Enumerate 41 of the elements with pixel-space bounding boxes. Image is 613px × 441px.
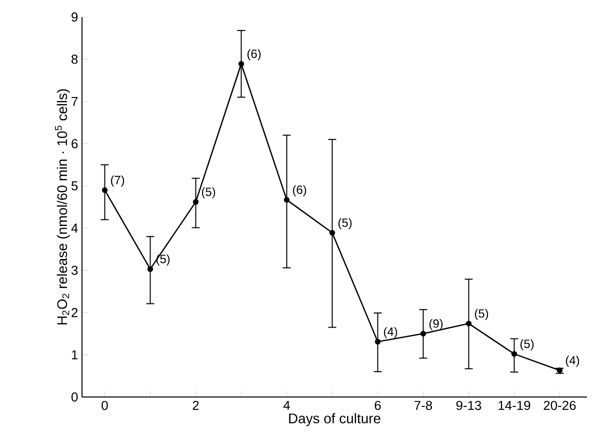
y-tick-label: 8	[72, 54, 78, 64]
y-tick-label: 2	[72, 308, 78, 318]
point	[329, 230, 336, 236]
x-tick-label: 4	[283, 400, 290, 410]
x-tick-label: 0	[102, 400, 108, 410]
annotation: (5)	[202, 187, 216, 198]
point	[466, 320, 472, 326]
annotation: (5)	[474, 308, 488, 320]
annotation: (5)	[338, 218, 352, 230]
annotation: (9)	[429, 319, 443, 330]
annotation: (7)	[110, 175, 124, 187]
annotation: (4)	[384, 327, 398, 338]
x-axis-title: Days of culture	[289, 413, 380, 426]
x-tick-label: 14-19	[498, 400, 530, 410]
point	[511, 351, 518, 357]
annotation: (6)	[292, 185, 306, 196]
y-axis-title: H$_{2}$O$_{2}$ release (nmol/60 min · 10$^{5}$ cells)	[55, 89, 70, 324]
x-tick-label: 2	[192, 400, 199, 410]
annotation: (5)	[156, 254, 170, 266]
annotation: (4)	[566, 356, 580, 367]
point	[102, 187, 108, 193]
point	[238, 61, 244, 67]
x-tick-label: 6	[374, 400, 381, 410]
x-tick-label: 7-8	[414, 400, 432, 410]
annotation: (6)	[247, 49, 261, 60]
point	[374, 338, 381, 345]
y-tick-label: 0	[71, 392, 78, 402]
y-tick-label: 5	[71, 181, 78, 190]
annotation: (5)	[520, 339, 534, 350]
y-tick-label: 1	[72, 350, 78, 360]
point	[420, 330, 426, 337]
x-tick-label: 20-26	[544, 400, 576, 410]
x-tick-label: 9-13	[456, 400, 482, 410]
y-tick-label: 7	[72, 96, 78, 106]
point	[284, 196, 290, 203]
y-tick-label: 3	[71, 266, 78, 275]
point	[147, 266, 154, 272]
point	[192, 199, 199, 205]
y-tick-label: 6	[72, 139, 78, 148]
y-tick-label: 4	[71, 224, 78, 233]
y-tick-label: 9	[72, 12, 78, 22]
